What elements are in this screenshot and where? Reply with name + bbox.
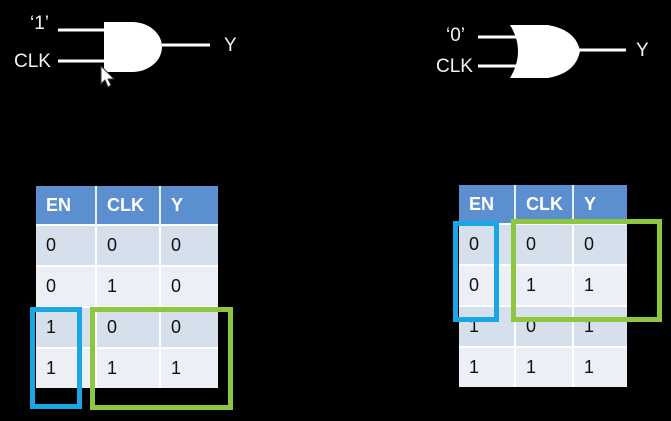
header-y: Y <box>160 186 218 225</box>
table-row: 1 0 0 <box>36 306 218 348</box>
cell-clk: 1 <box>515 346 574 387</box>
or-output-label: Y <box>636 40 649 61</box>
header-y: Y <box>573 185 627 224</box>
cell-en: 0 <box>459 264 516 306</box>
or-en-highlight-box <box>453 221 499 322</box>
table-row: 1 0 1 <box>459 305 627 347</box>
cell-en: 1 <box>459 346 516 387</box>
table-header-row: EN CLK Y <box>36 186 218 225</box>
cell-y: 1 <box>573 346 627 387</box>
cell-clk: 1 <box>96 347 161 388</box>
cell-y: 1 <box>573 305 627 347</box>
or-output-highlight-box <box>511 219 662 322</box>
and-gate-body <box>104 22 162 72</box>
cell-clk: 0 <box>96 224 161 266</box>
cell-clk: 1 <box>96 265 161 307</box>
cell-en: 0 <box>36 265 97 307</box>
and-en-highlight-box <box>30 307 82 409</box>
cell-y: 0 <box>160 224 218 266</box>
or-gate <box>478 25 626 78</box>
cell-clk: 1 <box>515 264 574 306</box>
table-header-row: EN CLK Y <box>459 185 627 224</box>
and-gate <box>58 22 210 72</box>
header-clk: CLK <box>96 186 161 225</box>
or-input-b-label: CLK <box>436 56 473 77</box>
cell-y: 1 <box>573 264 627 306</box>
cell-y: 0 <box>160 306 218 348</box>
and-input-a-label: ‘1’ <box>30 13 50 34</box>
mouse-cursor-icon <box>100 64 116 88</box>
truth-table-and: EN CLK Y 0 0 0 0 1 0 1 0 0 1 1 1 <box>36 186 218 388</box>
table-row: 1 1 1 <box>36 347 218 388</box>
table-row: 0 1 0 <box>36 265 218 307</box>
cell-clk: 0 <box>515 305 574 347</box>
cell-en: 0 <box>36 224 97 266</box>
truth-table-or: EN CLK Y 0 0 0 0 1 1 1 0 1 1 1 1 <box>459 185 627 387</box>
cell-en: 1 <box>36 347 97 388</box>
cell-y: 0 <box>573 223 627 265</box>
table-row: 0 0 0 <box>36 224 218 266</box>
table-row: 0 1 1 <box>459 264 627 306</box>
header-en: EN <box>36 186 97 225</box>
and-input-b-label: CLK <box>14 51 51 72</box>
table-row: 1 1 1 <box>459 346 627 387</box>
and-output-highlight-box <box>90 307 233 410</box>
or-input-a-label: ‘0’ <box>446 25 466 46</box>
or-gate-body <box>510 25 580 78</box>
header-en: EN <box>459 185 516 224</box>
cell-y: 1 <box>160 347 218 388</box>
cell-y: 0 <box>160 265 218 307</box>
cell-en: 1 <box>36 306 97 348</box>
cell-en: 1 <box>459 305 516 347</box>
header-clk: CLK <box>515 185 574 224</box>
cell-clk: 0 <box>515 223 574 265</box>
cell-clk: 0 <box>96 306 161 348</box>
and-output-label: Y <box>224 35 237 56</box>
